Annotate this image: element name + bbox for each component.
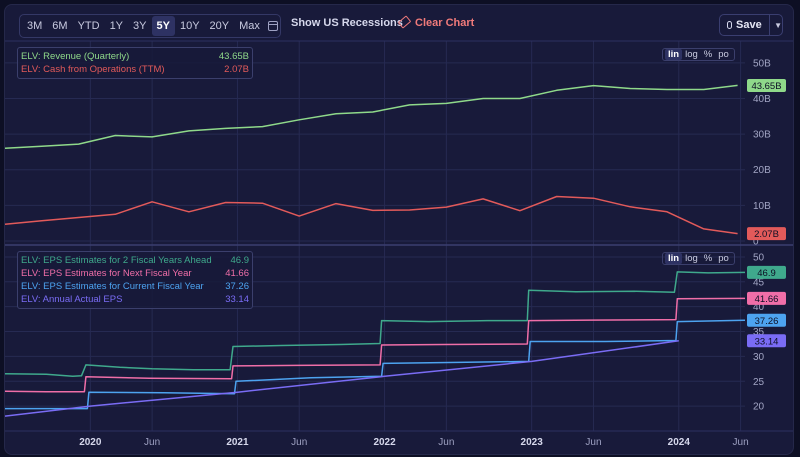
range-button-5y[interactable]: 5Y <box>151 16 175 36</box>
x-tick-label: 2023 <box>521 437 544 448</box>
series-end-label: 2.07B <box>754 229 779 240</box>
clear-chart-label: Clear Chart <box>415 17 475 29</box>
y-tick-label: 30B <box>753 130 771 141</box>
range-button-1y[interactable]: 1Y <box>109 20 124 32</box>
y-tick-label: 50 <box>753 252 765 263</box>
x-tick-label: 2024 <box>668 437 691 448</box>
x-tick-label: 2022 <box>373 437 396 448</box>
scale-option-lin[interactable]: lin <box>665 49 683 60</box>
legend-value: 46.9 <box>230 255 250 266</box>
y-tick-label: 40 <box>753 302 765 313</box>
legend-bottom-panel: ELV: EPS Estimates for 2 Fiscal Years Ah… <box>17 251 253 309</box>
save-button[interactable]: Save ▼ <box>719 14 783 36</box>
series-end-badge <box>747 334 786 348</box>
series-line <box>5 195 738 235</box>
scale-toggle-bottom: lin log% po <box>662 252 735 265</box>
series-end-label: 33.14 <box>755 336 779 347</box>
series-line <box>5 271 746 378</box>
legend-entry[interactable]: ELV: Cash from Operations (TTM) 2.07B <box>21 63 249 76</box>
calendar-icon[interactable] <box>267 21 278 31</box>
scale-option-lin[interactable]: lin <box>665 253 683 264</box>
legend-value: 33.14 <box>225 294 249 305</box>
series-line <box>5 84 738 150</box>
series-end-badge <box>747 313 786 327</box>
scale-option-log[interactable]: log <box>685 49 698 60</box>
scale-option-percent[interactable]: % <box>703 49 713 60</box>
scale-option-po[interactable]: po <box>718 49 729 60</box>
toolbar: 3M 6M YTD 1Y 3Y 5Y 10Y 20Y Max Show US Recession… <box>5 5 793 41</box>
series-line <box>5 340 679 417</box>
y-tick-label: 20 <box>753 402 765 413</box>
chart-frame: 3M 6M YTD 1Y 3Y 5Y 10Y 20Y Max Show US Recession… <box>4 4 794 455</box>
legend-value: 2.07B <box>224 64 249 75</box>
y-tick-label: 25 <box>753 377 765 388</box>
legend-label: ELV: Cash from Operations (TTM) <box>21 64 165 75</box>
x-tick-label: Jun <box>144 437 160 448</box>
y-tick-label: 30 <box>753 352 765 363</box>
range-button-3y[interactable]: 3Y <box>133 20 147 32</box>
x-tick-label: 2020 <box>79 437 102 448</box>
range-button-ytd[interactable]: YTD <box>77 20 100 32</box>
scale-option-percent[interactable]: % <box>703 253 713 264</box>
y-tick-label: 35 <box>753 327 765 338</box>
y-tick-label: 50B <box>753 58 771 69</box>
clear-chart-button[interactable]: Clear Chart <box>397 15 475 29</box>
series-end-badge <box>747 265 786 279</box>
y-tick-label: 20B <box>753 165 771 176</box>
legend-entry[interactable]: ELV: EPS Estimates for Next Fiscal Year 4… <box>21 267 249 280</box>
legend-entry[interactable]: ELV: EPS Estimates for Current Fiscal Ye… <box>21 280 249 293</box>
series-end-badge <box>747 227 786 241</box>
series-end-label: 37.26 <box>755 316 779 327</box>
series-end-label: 46.9 <box>757 268 776 279</box>
chevron-down-icon[interactable]: ▼ <box>774 20 782 30</box>
range-button-10y[interactable]: 10Y <box>179 20 200 32</box>
legend-value: 41.66 <box>225 268 249 279</box>
range-button-6m[interactable]: 6M <box>52 20 68 32</box>
scale-option-log[interactable]: log <box>685 253 698 264</box>
legend-top-panel: ELV: Revenue (Quarterly) 43.65B ELV: Cash … <box>17 47 253 79</box>
legend-entry[interactable]: ELV: Annual Actual EPS 33.14 <box>21 293 249 306</box>
x-tick-label: Jun <box>291 437 307 448</box>
range-selector: 3M 6M YTD 1Y 3Y 5Y 10Y 20Y Max <box>19 14 281 38</box>
legend-label: ELV: Revenue (Quarterly) <box>21 51 130 62</box>
series-end-label: 43.65B <box>751 81 781 92</box>
y-tick-label: 45 <box>753 277 765 288</box>
scale-toggle-top: lin log% po <box>662 48 735 61</box>
cloud-icon <box>727 21 733 29</box>
legend-label: ELV: EPS Estimates for Current Fiscal Ye… <box>21 281 204 292</box>
series-end-label: 41.66 <box>755 294 779 305</box>
x-tick-label: Jun <box>438 437 454 448</box>
legend-entry[interactable]: ELV: Revenue (Quarterly) 43.65B <box>21 50 249 63</box>
legend-entry[interactable]: ELV: EPS Estimates for 2 Fiscal Years Ah… <box>21 254 249 267</box>
range-button-20y[interactable]: 20Y <box>209 20 230 32</box>
scale-option-po[interactable]: po <box>718 253 729 264</box>
legend-label: ELV: EPS Estimates for 2 Fiscal Years Ah… <box>21 255 212 266</box>
x-tick-label: 2021 <box>226 437 249 448</box>
save-label: Save <box>736 19 762 31</box>
legend-label: ELV: EPS Estimates for Next Fiscal Year <box>21 268 192 279</box>
legend-value: 37.26 <box>225 281 249 292</box>
range-button-3m[interactable]: 3M <box>27 20 43 32</box>
x-tick-label: Jun <box>733 437 749 448</box>
series-end-badge <box>747 291 786 305</box>
legend-label: ELV: Annual Actual EPS <box>21 294 123 305</box>
legend-value: 43.65B <box>218 51 249 62</box>
y-tick-label: 40B <box>753 94 771 105</box>
y-tick-label: 0 <box>753 237 759 248</box>
series-line <box>5 297 746 393</box>
series-end-badge <box>747 78 786 92</box>
x-tick-label: Jun <box>585 437 601 448</box>
range-button-max[interactable]: Max <box>239 20 260 32</box>
y-tick-label: 10B <box>753 201 771 212</box>
show-recessions-toggle[interactable]: Show US Recessions <box>291 17 403 29</box>
chart-canvas: 0 10B 20B 30B 40B 50B 43.65B 2.07B 20 25 30 35 40 45 5… <box>5 40 793 448</box>
